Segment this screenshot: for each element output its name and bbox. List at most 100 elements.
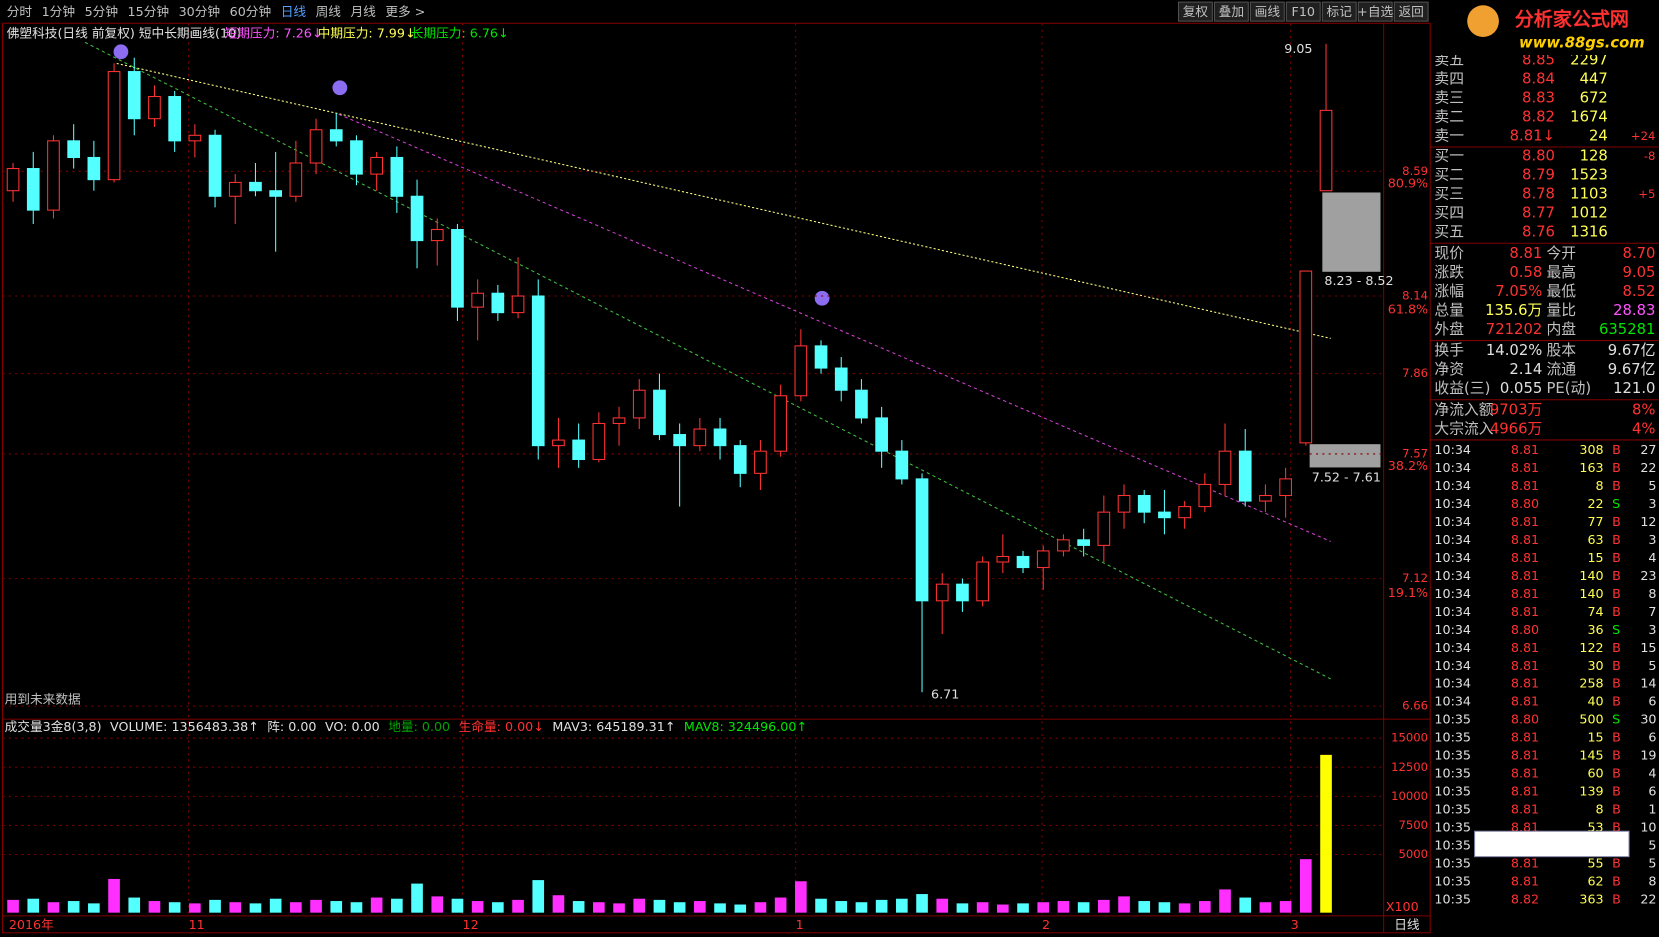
volume-bar: [1098, 899, 1110, 913]
candle-body: [107, 71, 121, 181]
tool-button[interactable]: [1393, 1, 1429, 22]
volume-header: MAV8: 324496.00↑: [684, 719, 807, 734]
y-tick-label: 15000: [1391, 731, 1428, 745]
volume-bar: [330, 901, 343, 913]
logo-url: www.88gs.com: [1519, 34, 1645, 51]
book-price: 8.82: [1522, 108, 1555, 125]
volume-bar: [532, 880, 545, 913]
candle-body: [67, 140, 81, 158]
quote-name: 内盘: [1547, 320, 1577, 338]
volume-bar: [249, 903, 262, 913]
candle-body: [1238, 450, 1252, 502]
y-tick-label: 7.12: [1402, 571, 1428, 585]
tick-count: 8: [1648, 874, 1656, 889]
low-label: 6.71: [931, 686, 959, 701]
tick-side: B: [1612, 586, 1621, 601]
tick-price: 8.81: [1511, 874, 1539, 889]
candle-body: [834, 367, 848, 391]
volume-bar: [956, 903, 969, 913]
price-chart: 8.59 8.14 7.86 7.57 7.12 6.66: [2, 43, 1428, 713]
tool-button[interactable]: [1285, 1, 1321, 22]
period-tab[interactable]: 月线: [350, 4, 376, 19]
tool-button-label[interactable]: F10: [1292, 4, 1315, 19]
tick-volume: 140: [1579, 586, 1603, 601]
y-tick-label: 5000: [1398, 847, 1428, 861]
tick-price: 8.81: [1511, 514, 1539, 529]
candle-body: [1097, 511, 1111, 546]
volume-bar: [572, 901, 585, 913]
volume-header: VOLUME: 1356483.38↑: [110, 719, 259, 734]
quote-value: 9.67亿: [1608, 342, 1656, 359]
y-tick-label: 7.86: [1402, 366, 1428, 380]
tick-side: S: [1612, 712, 1620, 727]
quote-value: 9.67亿: [1608, 361, 1656, 378]
tick-time: 10:34: [1434, 442, 1471, 457]
tick-volume: 308: [1579, 442, 1603, 457]
volume-bar: [370, 897, 383, 913]
tick-volume: 62: [1587, 874, 1603, 889]
period-tab[interactable]: 更多 >: [385, 4, 425, 19]
tool-button-label[interactable]: 复权: [1183, 4, 1209, 19]
quote-name: 现价: [1434, 245, 1464, 262]
face-icon: [113, 44, 129, 60]
candle-body: [915, 478, 929, 602]
y-tick-label: 10000: [1391, 789, 1428, 803]
quote-value: 635281: [1599, 321, 1656, 338]
volume-bar: [269, 898, 282, 913]
volume-header: 生命量: 0.00↓: [459, 719, 544, 734]
volume-bar: [229, 902, 242, 913]
tick-side: B: [1612, 820, 1621, 835]
book-price: 8.81↓: [1510, 127, 1555, 144]
tool-button-label[interactable]: 叠加: [1219, 4, 1244, 19]
period-tab[interactable]: 分时: [7, 4, 33, 19]
tick-volume: 122: [1579, 640, 1603, 655]
tick-price: 8.82: [1511, 891, 1539, 906]
period-tab[interactable]: 15分钟: [128, 4, 170, 19]
candle-body: [491, 292, 505, 314]
tool-button-label[interactable]: 画线: [1255, 4, 1281, 19]
tool-button[interactable]: [1249, 1, 1285, 22]
quote-name: 净流入额: [1434, 401, 1493, 418]
book-volume: 2297: [1570, 51, 1608, 68]
tick-volume: 15: [1587, 730, 1603, 745]
period-tab[interactable]: 周线: [316, 4, 342, 19]
book-change: +24: [1631, 129, 1656, 143]
tool-button[interactable]: [1321, 1, 1357, 22]
tick-time: 10:35: [1434, 838, 1471, 853]
period-tab[interactable]: 30分钟: [179, 4, 221, 19]
y-tick-label: 8.59: [1402, 164, 1428, 178]
tool-button[interactable]: [1213, 1, 1249, 22]
candle-body: [935, 583, 949, 602]
book-name: 买一: [1434, 148, 1464, 165]
book-change: +5: [1638, 187, 1655, 201]
volume-bar: [1017, 903, 1029, 913]
tick-count: 5: [1648, 658, 1656, 673]
tool-button[interactable]: [1177, 1, 1213, 22]
volume-unit: X100: [1386, 899, 1419, 914]
short-pressure: 短期压力: 7.26↓: [225, 25, 323, 40]
tick-volume: 8: [1596, 802, 1604, 817]
book-name: 买四: [1434, 205, 1464, 222]
tick-side: B: [1612, 748, 1621, 763]
period-tab[interactable]: 1分钟: [42, 4, 75, 19]
period-tab[interactable]: 60分钟: [230, 4, 272, 19]
tool-button-label[interactable]: 标记: [1327, 4, 1353, 19]
volume-bar: [431, 896, 444, 913]
candle-body: [653, 389, 666, 436]
period-tab[interactable]: 日线: [281, 4, 307, 19]
volume-bar: [1259, 902, 1272, 913]
tool-button-label[interactable]: +自选: [1357, 4, 1393, 19]
tool-button-label[interactable]: 返回: [1398, 4, 1423, 19]
note: 用到未来数据: [5, 692, 81, 707]
book-name: 买三: [1434, 186, 1464, 203]
candle-body: [208, 134, 222, 197]
book-price: 8.80: [1522, 148, 1555, 165]
period-tab[interactable]: 5分钟: [85, 4, 118, 19]
volume-header: 阵: 0.00: [267, 719, 316, 734]
tick-count: 1: [1648, 802, 1656, 817]
tool-button[interactable]: [1357, 1, 1393, 22]
floating-toolbar[interactable]: [1474, 830, 1630, 858]
tick-price: 8.81: [1511, 658, 1539, 673]
volume-bar: [835, 901, 848, 913]
